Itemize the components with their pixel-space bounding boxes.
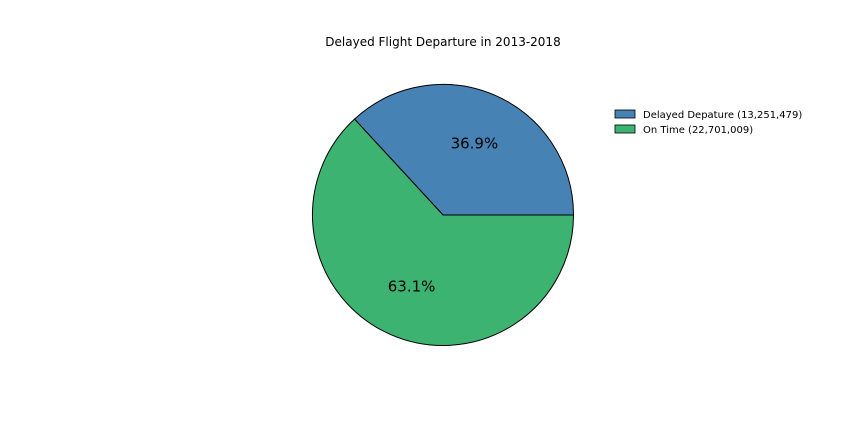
legend-label-on-time: On Time (22,701,009) bbox=[643, 125, 753, 136]
pie-percent-labels: 36.9% 63.1% bbox=[388, 134, 498, 295]
legend-swatch-on-time bbox=[614, 124, 636, 134]
legend-item-delayed: Delayed Depature (13,251,479) bbox=[614, 109, 802, 121]
legend: Delayed Depature (13,251,479) On Time (2… bbox=[614, 109, 802, 136]
pie-slice-delayed bbox=[354, 84, 574, 216]
pie-slices bbox=[312, 84, 574, 346]
legend-item-on-time: On Time (22,701,009) bbox=[614, 124, 753, 136]
chart-title: Delayed Flight Departure in 2013-2018 bbox=[325, 35, 560, 49]
pie-slice-on-time bbox=[312, 118, 574, 346]
legend-label-delayed: Delayed Depature (13,251,479) bbox=[643, 110, 802, 121]
pie-percent-label-on-time: 63.1% bbox=[388, 278, 436, 296]
pie-percent-label-delayed: 36.9% bbox=[451, 134, 499, 152]
legend-swatch-delayed bbox=[614, 109, 636, 119]
